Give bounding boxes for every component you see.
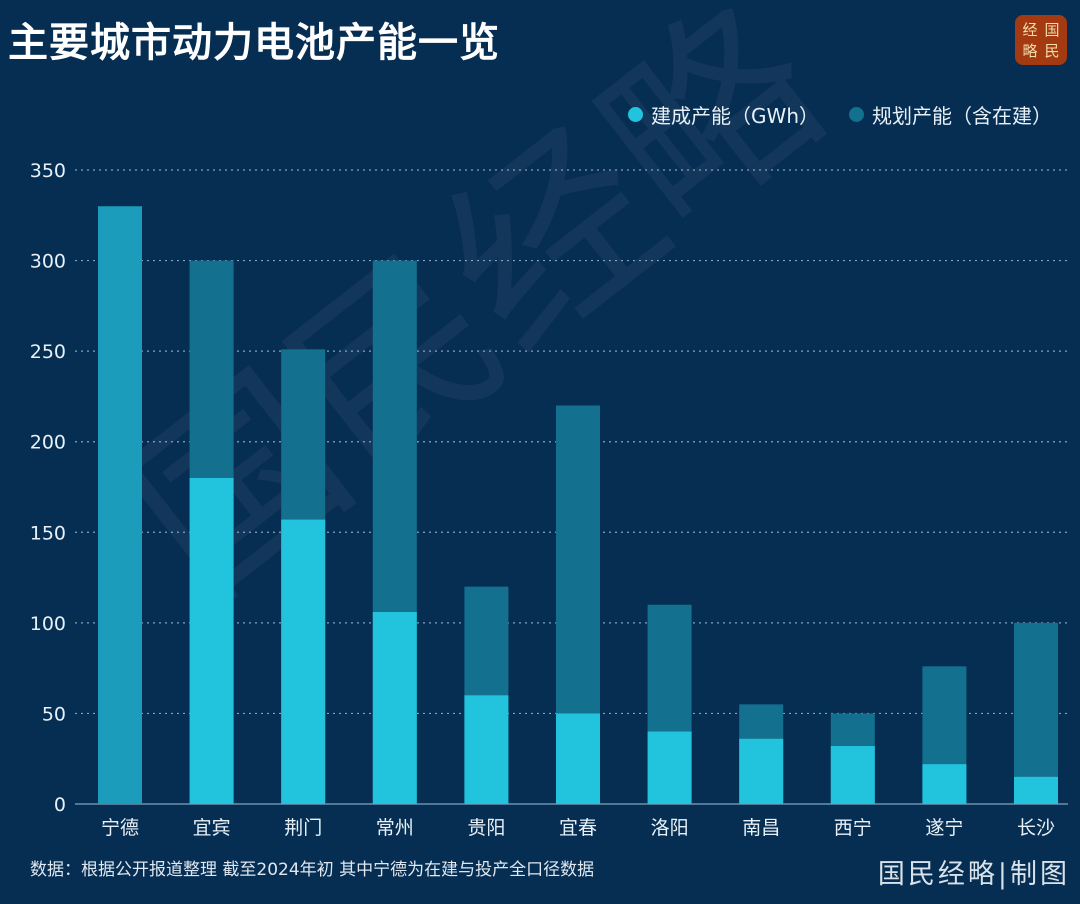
- bar-built: [830, 746, 875, 804]
- chart-title: 主要城市动力电池产能一览: [8, 20, 500, 66]
- y-tick-label: 0: [54, 794, 66, 816]
- x-tick-label: 西宁: [834, 817, 872, 839]
- bar-planned: [98, 206, 142, 804]
- x-tick-label: 长沙: [1017, 817, 1055, 839]
- y-tick-label: 250: [30, 341, 66, 363]
- logo-char: 经: [1022, 21, 1038, 39]
- legend-planned: 规划产能（含在建）: [849, 100, 1052, 129]
- x-tick-label: 宁德: [101, 817, 139, 839]
- bar-built: [189, 477, 234, 804]
- y-tick-label: 300: [30, 251, 66, 273]
- logo-char: 民: [1044, 42, 1060, 60]
- logo-char: 略: [1022, 42, 1038, 60]
- legend: 建成产能（GWh） 规划产能（含在建）: [628, 100, 1052, 129]
- bar-built: [281, 519, 326, 804]
- bar-built: [372, 611, 417, 804]
- brand-logo: 经 国 略 民: [1015, 15, 1067, 65]
- x-tick-label: 南昌: [742, 817, 780, 839]
- legend-label: 建成产能（GWh）: [651, 104, 819, 128]
- source-note: 数据：根据公开报道整理 截至2024年初 其中宁德为在建与投产全口径数据: [30, 860, 595, 880]
- x-tick-label: 宜春: [559, 817, 597, 839]
- x-tick-label: 贵阳: [467, 817, 505, 839]
- logo-char: 国: [1044, 21, 1060, 39]
- y-tick-label: 50: [42, 703, 66, 725]
- bar-built: [647, 731, 692, 804]
- y-tick-label: 200: [30, 432, 66, 454]
- legend-built: 建成产能（GWh）: [628, 100, 819, 129]
- x-tick-label: 荆门: [284, 817, 322, 839]
- bar-built: [556, 713, 600, 804]
- bar-planned: [1014, 622, 1058, 804]
- y-tick-label: 150: [30, 522, 66, 544]
- y-tick-label: 100: [30, 613, 66, 635]
- bar-built: [739, 738, 784, 804]
- x-tick-label: 洛阳: [651, 817, 689, 839]
- bar-built: [464, 695, 509, 804]
- x-tick-label: 常州: [376, 817, 414, 839]
- x-tick-label: 遂宁: [925, 817, 963, 839]
- bar-built: [922, 764, 967, 804]
- credit: 国民经略|制图: [877, 859, 1070, 890]
- x-tick-label: 宜宾: [193, 817, 231, 839]
- y-tick-label: 350: [30, 160, 66, 182]
- legend-label: 规划产能（含在建）: [872, 104, 1052, 128]
- bar-built: [1014, 776, 1058, 804]
- legend-dot-icon: [849, 107, 864, 122]
- legend-dot-icon: [628, 107, 644, 122]
